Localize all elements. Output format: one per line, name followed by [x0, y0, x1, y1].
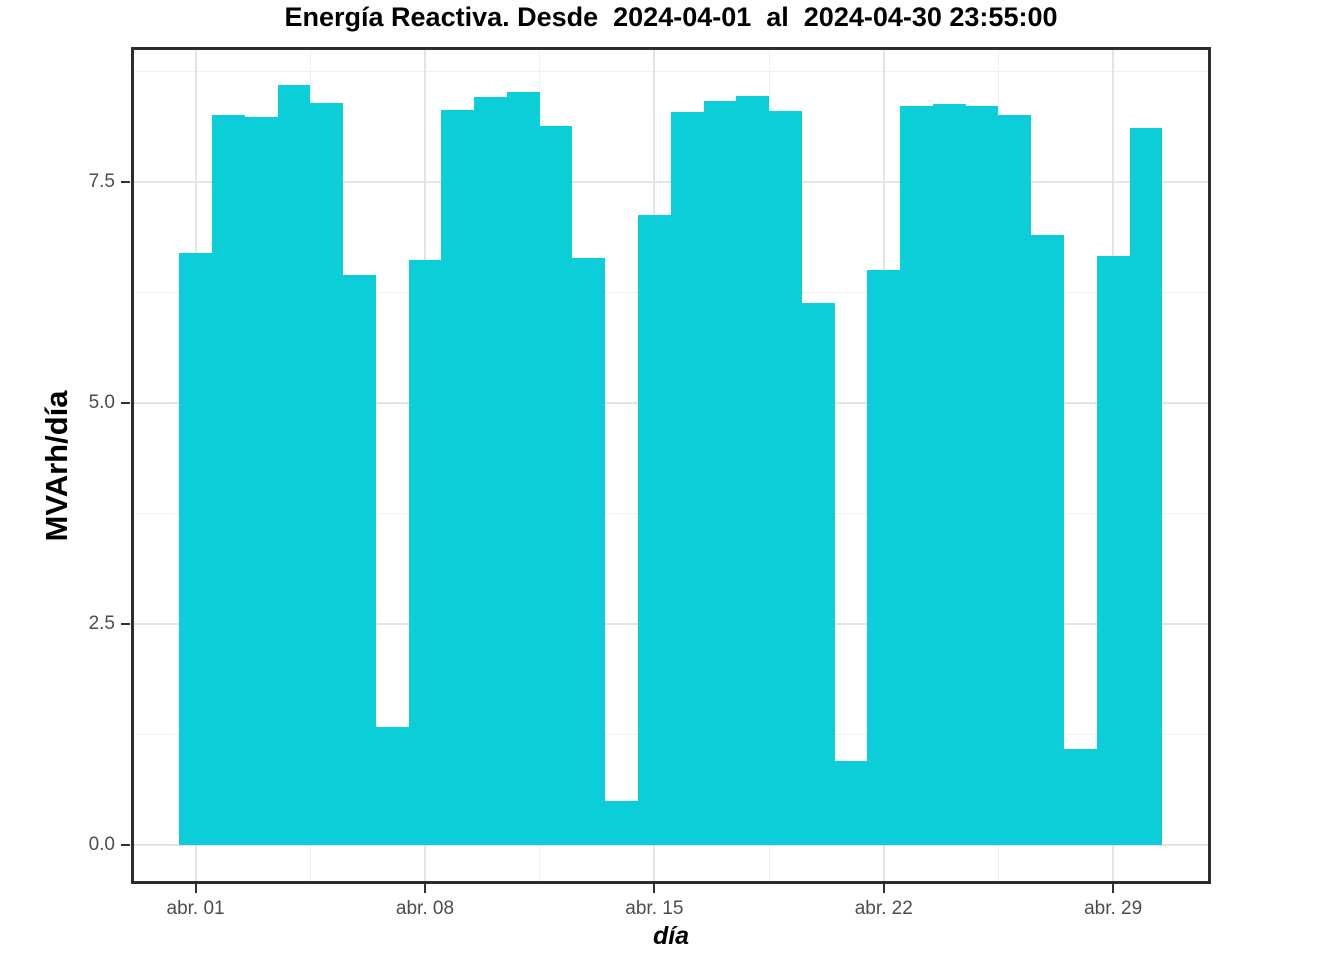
y-tick-label: 7.5 — [88, 171, 115, 192]
bar-day-4 — [277, 84, 311, 845]
bar-day-28 — [1063, 748, 1097, 845]
bar-day-30 — [1129, 128, 1163, 845]
bar-day-1 — [179, 252, 212, 845]
bar-day-13 — [572, 258, 606, 845]
bar-day-9 — [441, 110, 475, 845]
bar-day-8 — [408, 259, 442, 845]
bar-day-23 — [900, 105, 933, 845]
h-gridline-minor — [131, 71, 1211, 72]
y-tick-mark — [121, 181, 130, 183]
bar-day-27 — [1031, 235, 1064, 845]
x-tick-label: abr. 15 — [625, 898, 684, 919]
bar-day-17 — [703, 100, 737, 845]
bar-day-2 — [211, 114, 245, 845]
bar-day-16 — [670, 112, 704, 845]
bar-day-29 — [1096, 256, 1130, 845]
bar-day-6 — [343, 274, 376, 845]
bar-day-18 — [736, 96, 770, 845]
bar-day-26 — [998, 114, 1032, 845]
bar-day-11 — [506, 91, 540, 845]
x-tick-label: abr. 08 — [395, 898, 455, 919]
bar-day-19 — [769, 111, 802, 845]
y-tick-mark — [121, 844, 130, 846]
bar-day-21 — [834, 761, 868, 845]
bar-day-7 — [375, 727, 409, 845]
y-tick-label: 5.0 — [88, 392, 115, 413]
x-tick-label: abr. 29 — [1084, 898, 1143, 919]
x-tick-label: abr. 22 — [854, 898, 913, 919]
x-tick-mark — [653, 884, 656, 893]
bar-day-15 — [637, 214, 671, 845]
y-tick-mark — [121, 623, 130, 625]
y-tick-label: 2.5 — [88, 613, 115, 634]
x-tick-mark — [882, 884, 885, 893]
x-tick-mark — [1112, 884, 1115, 893]
chart-title: Energía Reactiva. Desde 2024-04-01 al 20… — [284, 2, 1058, 32]
bar-day-20 — [801, 303, 835, 845]
h-gridline-major — [131, 844, 1211, 846]
bar-day-3 — [244, 117, 278, 845]
bar-day-5 — [310, 103, 344, 845]
bar-day-22 — [867, 269, 901, 845]
bar-day-25 — [965, 105, 999, 845]
x-tick-mark — [194, 884, 197, 893]
x-axis-title: día — [652, 922, 690, 950]
bar-day-10 — [474, 97, 507, 845]
y-tick-mark — [121, 402, 130, 404]
x-tick-mark — [423, 884, 426, 893]
x-tick-label: abr. 01 — [166, 898, 225, 919]
bar-day-14 — [605, 800, 638, 845]
plot-panel — [131, 47, 1211, 884]
bar-day-24 — [932, 104, 966, 845]
bar-day-12 — [539, 126, 573, 845]
y-tick-label: 0.0 — [88, 834, 115, 855]
